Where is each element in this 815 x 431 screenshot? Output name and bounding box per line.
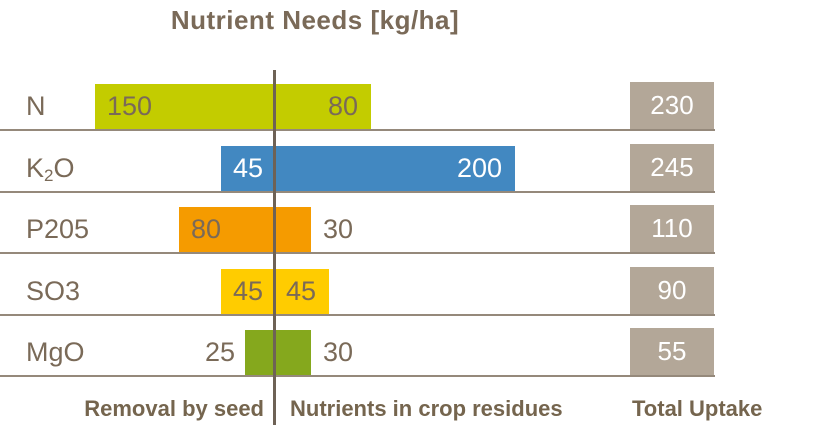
seed-value-label: 150 [107,91,153,121]
nutrient-bar [221,145,515,191]
legend-total-uptake: Total Uptake [632,396,763,421]
row-label: P205 [26,207,166,252]
residue-value-label: 80 [327,91,358,121]
seed-value-label: 45 [233,152,264,183]
nutrient-bar [95,84,371,129]
row-label: MgO [26,330,166,375]
row-separator-line [0,129,715,131]
row-label-part: N [26,91,46,121]
row-label-part: K [26,152,45,183]
residue-value-label: 30 [323,337,354,367]
total-uptake-box: 90 [630,266,714,314]
row-label: N [26,84,166,129]
total-uptake-box: 230 [630,82,714,129]
row-label-part: MgO [26,337,85,367]
residue-value-label: 45 [285,275,316,306]
center-axis-line [273,70,276,425]
legend-nutrients-in-crop-residues: Nutrients in crop residues [290,396,563,421]
nutrient-bar [179,207,311,252]
seed-value-label: 80 [191,214,222,244]
row-separator-line [0,190,715,193]
seed-value-label: 25 [204,337,235,367]
residue-value-label: 200 [456,152,502,183]
row-label-part: 2 [44,166,54,185]
row-separator-line [0,252,715,254]
chart-title: Nutrient Needs [kg/ha] [170,5,460,35]
row-separator-line [0,313,715,316]
total-uptake-box: 55 [630,328,714,375]
nutrient-bar [245,330,311,375]
row-separator-line [0,375,715,377]
total-uptake-box: 110 [630,205,714,252]
row-label: SO3 [26,269,166,314]
row-label-part: SO3 [26,275,81,306]
residue-value-label: 30 [323,214,354,244]
row-label-part: O [53,152,75,183]
seed-value-label: 45 [233,275,264,306]
legend-removal-by-seed: Removal by seed [84,396,264,421]
total-uptake-box: 245 [630,143,714,191]
row-label-part: P205 [26,214,90,244]
